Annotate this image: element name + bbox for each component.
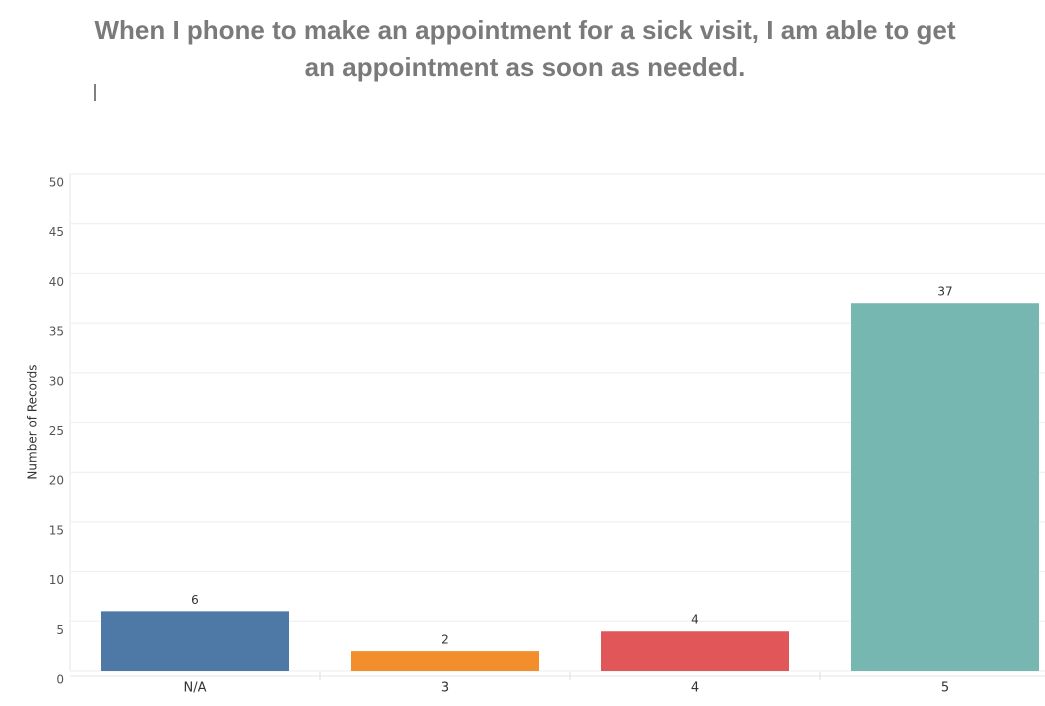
y-tick-label: 35 xyxy=(49,325,64,339)
x-tick-label: N/A xyxy=(184,681,207,696)
y-tick-label: 45 xyxy=(49,225,64,239)
data-label: 4 xyxy=(691,613,699,627)
y-tick-label: 5 xyxy=(56,623,64,637)
y-tick-label: 50 xyxy=(49,176,64,190)
x-tick-label: 4 xyxy=(691,681,699,696)
y-axis-title: Number of Records xyxy=(26,364,40,479)
x-tick-label: 5 xyxy=(941,681,949,696)
data-label: 2 xyxy=(441,633,449,647)
y-tick-label: 20 xyxy=(49,474,64,488)
y-tick-label: 0 xyxy=(56,673,64,687)
data-label: 6 xyxy=(191,593,199,607)
y-tick-label: 25 xyxy=(49,424,64,438)
data-label: 37 xyxy=(937,285,952,299)
y-tick-label: 15 xyxy=(49,523,64,537)
y-tick-label: 40 xyxy=(49,275,64,289)
bar xyxy=(851,303,1039,671)
bar xyxy=(351,651,539,671)
y-tick-label: 30 xyxy=(49,374,64,388)
bar xyxy=(101,611,289,671)
y-tick-label: 10 xyxy=(49,573,64,587)
x-tick-label: 3 xyxy=(441,681,449,696)
chart-title: When I phone to make an appointment for … xyxy=(94,15,956,82)
bar xyxy=(601,631,789,671)
